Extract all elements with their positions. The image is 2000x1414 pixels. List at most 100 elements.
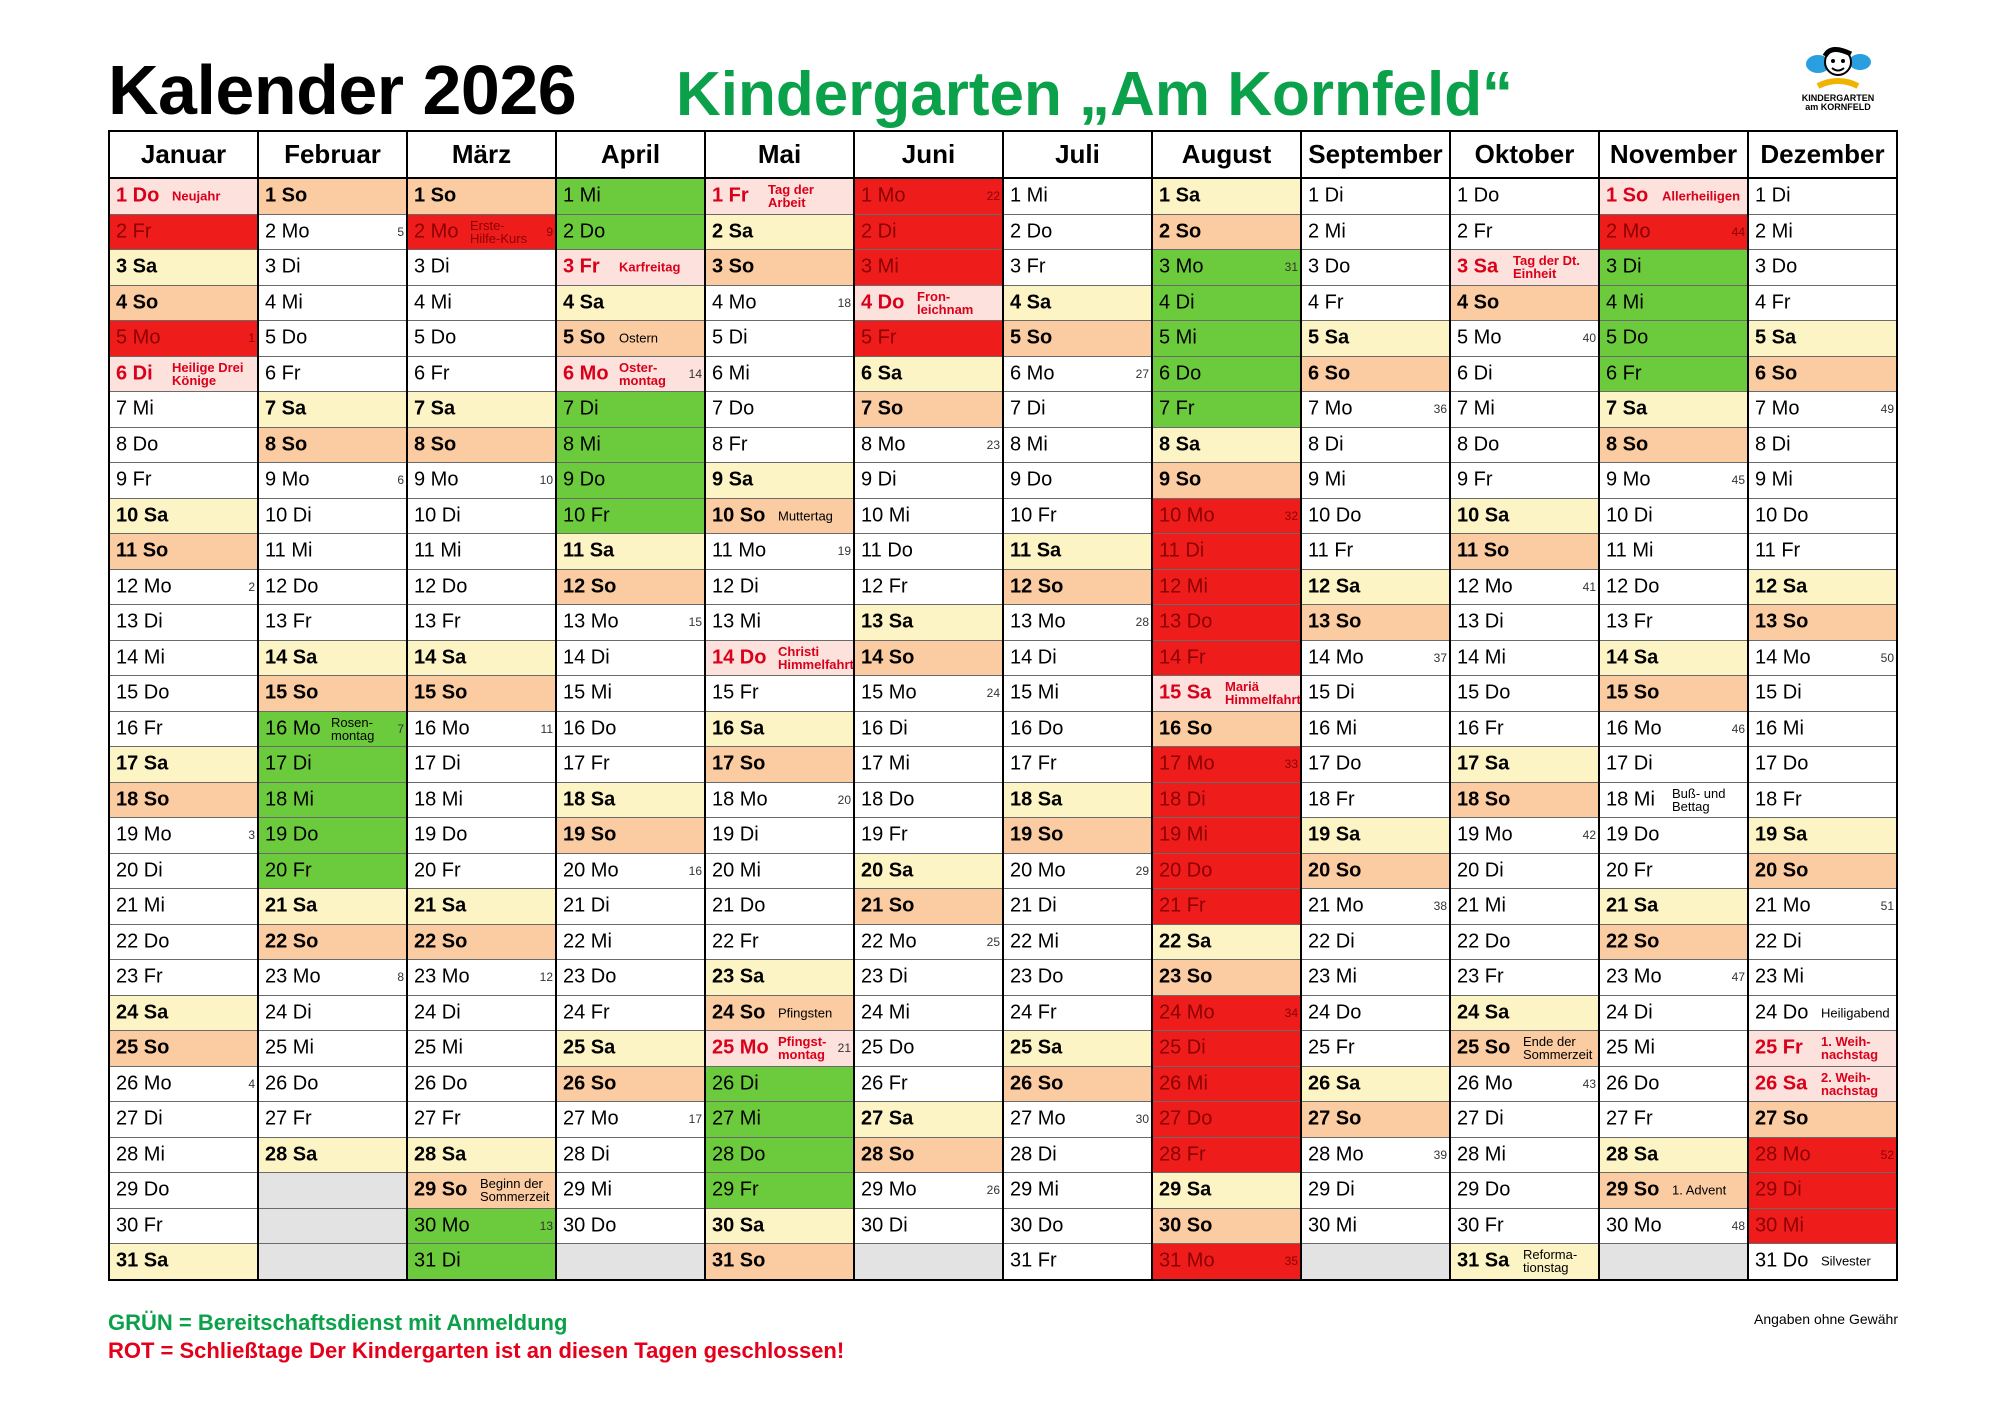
day-label: 31 Mo [1159, 1249, 1215, 1272]
day-row: 1 Do Neujahr 1 So 1 So 1 Mi 1 Fr Tag der Arbei… [108, 177, 1898, 215]
day-label: 20 Fr [414, 859, 461, 882]
day-cell: 4 Fr [1747, 284, 1898, 321]
day-row: 27 Di 27 Fr 27 Fr 27 Mo 17 27 Mi 27 Sa 27 Mo 30 2… [108, 1101, 1898, 1138]
day-cell: 11 Fr [1747, 533, 1898, 570]
day-label: 23 So [1159, 965, 1213, 988]
day-label: 4 So [1457, 291, 1500, 314]
day-cell: 14 Mo 50 [1747, 639, 1898, 676]
day-label: 29 Di [1308, 1178, 1355, 1201]
day-cell: 19 Do [406, 817, 557, 854]
day-cell: 23 Mo 8 [257, 959, 408, 996]
day-cell: 20 Fr [257, 852, 408, 889]
day-cell: 10 Mo 32 [1151, 497, 1302, 534]
month-header-9: September [1300, 130, 1451, 179]
month-header-7: Juli [1002, 130, 1153, 179]
day-label: 1 Do [116, 184, 160, 207]
month-header-2: Februar [257, 130, 408, 179]
day-label: 31 Sa [1457, 1249, 1510, 1272]
day-label: 6 Fr [1606, 362, 1642, 385]
day-row: 5 Mo 1 5 Do 5 Do 5 So Ostern 5 Di 5 Fr 5 So 5 Mi 5… [108, 320, 1898, 357]
day-label: 15 So [1606, 681, 1660, 704]
day-label: 28 Mi [116, 1143, 165, 1166]
day-label: 20 So [1308, 859, 1362, 882]
day-label: 12 Fr [861, 575, 908, 598]
day-label: 17 Mo [1159, 752, 1215, 775]
day-cell: 30 Sa [704, 1207, 855, 1244]
day-label: 22 Di [1755, 930, 1802, 953]
day-cell: 28 Mi [1449, 1136, 1600, 1173]
week-number: 21 [837, 1041, 851, 1056]
day-cell: 5 So [1002, 320, 1153, 357]
day-label: 27 Di [116, 1107, 163, 1130]
day-label: 17 Do [1755, 752, 1809, 775]
day-cell: 18 Sa [1002, 781, 1153, 818]
day-label: 27 Do [1159, 1107, 1213, 1130]
day-cell: 28 Mo 39 [1300, 1136, 1451, 1173]
day-label: 1 So [414, 184, 457, 207]
day-label: 15 Mi [563, 681, 612, 704]
day-note: Pfingsten [778, 1005, 833, 1021]
day-cell: 1 Mi [555, 177, 706, 215]
day-label: 28 Sa [265, 1143, 318, 1166]
day-note: Tag der Arbeit [768, 182, 814, 211]
day-cell: 20 Mo 29 [1002, 852, 1153, 889]
day-label: 20 Di [1457, 859, 1504, 882]
day-label: 23 Do [1010, 965, 1064, 988]
empty-cell [257, 1243, 408, 1281]
day-label: 13 Di [116, 610, 163, 633]
day-row: 10 Sa 10 Di 10 Di 10 Fr 10 So Muttertag 10 Mi 1… [108, 497, 1898, 534]
day-cell: 2 Do [1002, 213, 1153, 250]
week-number: 34 [1284, 1005, 1298, 1020]
day-label: 13 So [1308, 610, 1362, 633]
day-cell: 14 Mi [1449, 639, 1600, 676]
calendar-body: 1 Do Neujahr 1 So 1 So 1 Mi 1 Fr Tag der Arbei… [108, 177, 1898, 1281]
day-cell: 23 Do [555, 959, 706, 996]
week-number: 44 [1731, 224, 1745, 239]
day-cell: 26 Do [406, 1065, 557, 1102]
day-label: 21 Do [712, 894, 766, 917]
week-number: 5 [397, 224, 404, 239]
week-number: 50 [1880, 650, 1894, 665]
day-label: 6 Fr [414, 362, 450, 385]
day-label: 3 Do [1308, 255, 1351, 278]
day-note: 1. Advent [1672, 1182, 1727, 1198]
day-label: 26 So [1010, 1072, 1064, 1095]
day-label: 9 Fr [116, 468, 152, 491]
day-label: 19 Do [265, 823, 319, 846]
day-cell: 26 Mi [1151, 1065, 1302, 1102]
day-label: 17 Fr [563, 752, 610, 775]
day-label: 16 Do [563, 717, 617, 740]
day-label: 23 Mi [1755, 965, 1804, 988]
day-cell: 1 So Allerheiligen [1598, 177, 1749, 215]
day-cell: 25 So [108, 1030, 259, 1067]
day-cell: 25 Di [1151, 1030, 1302, 1067]
day-cell: 23 Do [1002, 959, 1153, 996]
day-cell: 23 Mi [1747, 959, 1898, 996]
day-row: 11 So 11 Mi 11 Mi 11 Sa 11 Mo 19 11 Do 11 Sa 11 … [108, 533, 1898, 570]
day-row: 8 Do 8 So 8 So 8 Mi 8 Fr 8 Mo 23 8 Mi 8 Sa 8 Di 8 … [108, 426, 1898, 463]
day-cell: 8 Sa [1151, 426, 1302, 463]
day-label: 26 Do [1606, 1072, 1660, 1095]
day-label: 8 So [265, 433, 308, 456]
day-cell: 18 Do [853, 781, 1004, 818]
day-cell: 2 Mo 5 [257, 213, 408, 250]
day-row: 6 Di Heilige Drei Könige 6 Fr 6 Fr 6 Mo Oster… [108, 355, 1898, 392]
day-note: Beginn der Sommerzeit [480, 1176, 550, 1205]
day-cell: 21 Sa [406, 888, 557, 925]
day-cell: 5 Do [257, 320, 408, 357]
day-cell: 18 Fr [1747, 781, 1898, 818]
day-label: 16 Fr [1457, 717, 1504, 740]
day-cell: 27 Mo 30 [1002, 1101, 1153, 1138]
day-cell: 29 Mi [555, 1172, 706, 1209]
day-label: 30 Do [563, 1214, 617, 1237]
day-note: Pfingst- montag [778, 1034, 827, 1063]
day-label: 6 So [1308, 362, 1351, 385]
day-cell: 16 Di [853, 710, 1004, 747]
day-label: 19 Mo [1457, 823, 1513, 846]
day-label: 9 Di [861, 468, 897, 491]
week-number: 40 [1582, 331, 1596, 346]
day-cell: 29 Mi [1002, 1172, 1153, 1209]
day-label: 10 Mi [861, 504, 910, 527]
day-cell: 26 Fr [853, 1065, 1004, 1102]
day-label: 24 Mi [861, 1001, 910, 1024]
